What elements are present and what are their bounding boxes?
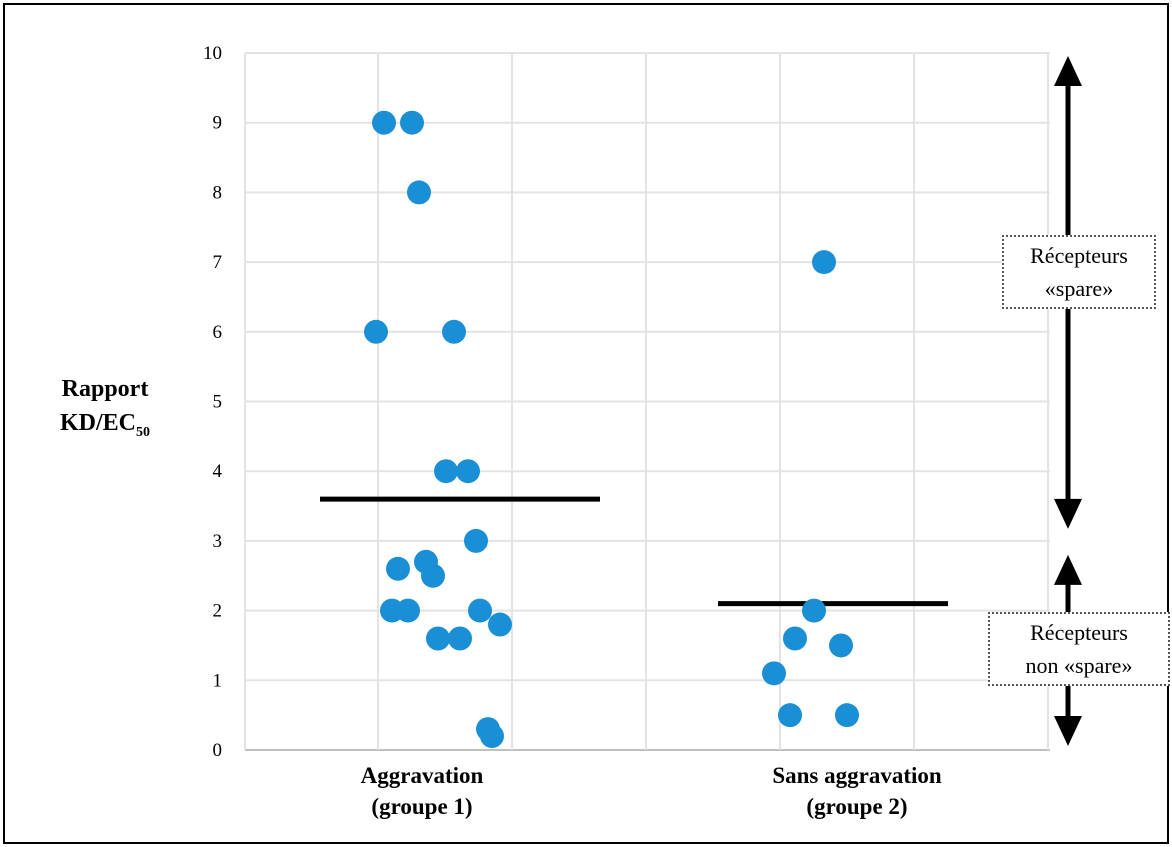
- y-tick-label-9: 9: [213, 113, 223, 134]
- annotation-arrow-head-bottom-2: [1054, 716, 1082, 746]
- y-tick-label-3: 3: [213, 531, 223, 552]
- annotation-spare-line1: Récepteurs: [1030, 243, 1128, 268]
- y-axis-label-line1: Rapport: [61, 376, 149, 402]
- y-tick-label-0: 0: [213, 740, 223, 761]
- data-point-group2-2: [802, 598, 826, 623]
- category-label-group2: Sans aggravation (groupe 2): [697, 760, 1017, 822]
- y-tick-label-6: 6: [213, 322, 223, 343]
- y-tick-label-5: 5: [213, 392, 223, 413]
- y-tick-label-10: 10: [203, 43, 222, 64]
- annotation-spare-line2: «spare»: [1044, 276, 1114, 301]
- data-point-group2-5: [762, 661, 786, 686]
- data-point-group1-2: [400, 110, 424, 135]
- data-point-group1-3: [407, 180, 431, 205]
- data-point-group2-1: [812, 250, 836, 275]
- data-point-group1-13: [396, 598, 420, 623]
- data-point-group1-14: [468, 598, 492, 623]
- data-point-group1-1: [372, 110, 396, 135]
- category-label-group2-line1: Sans aggravation: [772, 763, 942, 788]
- category-label-group2-line2: (groupe 2): [806, 794, 908, 819]
- data-point-group1-17: [448, 626, 472, 651]
- annotation-non-spare-line2: non «spare»: [1025, 653, 1133, 678]
- y-tick-label-8: 8: [213, 182, 223, 203]
- y-axis-label-text: KD/EC: [59, 410, 136, 436]
- category-label-group1-line1: Aggravation: [360, 763, 484, 788]
- y-axis-label-subscript: 50: [136, 425, 150, 440]
- category-label-group1: Aggravation (groupe 1): [262, 760, 582, 822]
- annotation-arrow-head-top-2: [1054, 554, 1082, 585]
- annotation-spare-box: Récepteurs «spare»: [1002, 235, 1156, 309]
- annotation-non-spare-line1: Récepteurs: [1030, 620, 1128, 645]
- data-point-group1-11: [421, 563, 445, 588]
- data-point-group2-4: [829, 633, 853, 658]
- data-point-group1-4: [364, 319, 388, 344]
- data-point-group2-7: [835, 703, 859, 728]
- data-point-group1-5: [442, 319, 466, 344]
- annotation-arrow-head-bottom-1: [1054, 498, 1082, 529]
- y-axis-label: Rapport KD/EC50: [40, 372, 170, 450]
- annotation-arrow-head-top-1: [1054, 56, 1082, 86]
- data-point-group1-16: [426, 626, 450, 651]
- data-point-group1-8: [464, 528, 488, 553]
- category-label-group1-line2: (groupe 1): [371, 794, 473, 819]
- data-point-group1-19: [480, 724, 504, 749]
- y-tick-label-1: 1: [213, 670, 223, 691]
- data-point-group1-15: [488, 612, 512, 637]
- data-point-group2-3: [783, 626, 807, 651]
- data-point-group1-10: [386, 556, 410, 581]
- y-tick-label-2: 2: [213, 601, 223, 622]
- data-point-group1-6: [434, 459, 458, 484]
- data-point-group1-7: [456, 459, 480, 484]
- y-tick-label-4: 4: [213, 461, 223, 482]
- data-point-group2-6: [778, 703, 802, 728]
- y-axis-label-line2: KD/EC50: [40, 406, 170, 450]
- annotation-non-spare-box: Récepteurs non «spare»: [988, 612, 1170, 686]
- y-tick-label-7: 7: [213, 252, 223, 273]
